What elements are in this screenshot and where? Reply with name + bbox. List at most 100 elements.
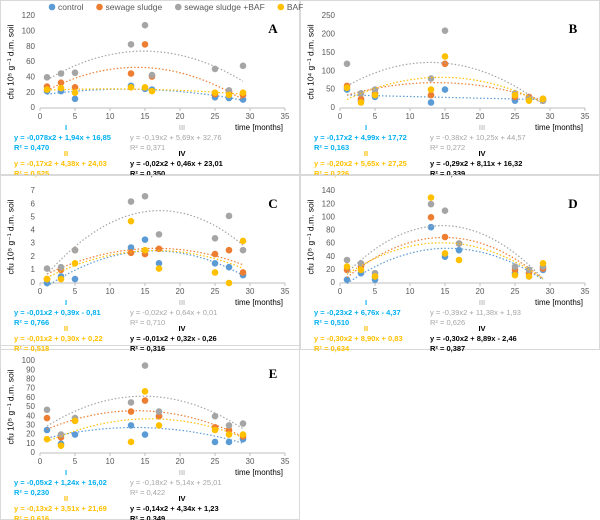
data-point [511,91,519,99]
x-tick-label: 30 [246,287,255,296]
trend-line [46,66,244,101]
x-tick-label: 25 [211,287,220,296]
data-point [71,95,79,103]
x-tick-label: 5 [373,112,378,121]
y-tick-label: 150 [322,48,336,57]
data-point [141,236,149,243]
y-tick-label: 200 [322,30,336,39]
data-point [343,263,351,270]
trend-r2: R² = 0,422 [130,488,165,497]
y-tick-label: 20 [326,265,335,274]
trend-label: IV [178,324,185,333]
data-point [127,84,135,91]
y-axis-label: cfu 10⁵ g⁻¹ d.m. soil [5,369,15,444]
trend-equation: y = -0,19x2 + 5,69x + 32,76 [130,133,222,142]
y-axis-label: cfu 10⁵ g⁻¹ d.m. soil [305,199,315,274]
panel-border [0,175,300,350]
data-point [71,84,79,91]
data-point [225,438,233,446]
trend-r2: R² = 0,349 [130,514,165,520]
y-tick-label: 70 [26,384,35,393]
data-point [357,259,365,267]
x-tick-label: 25 [511,287,520,296]
data-point [57,70,65,77]
trend-label: I [65,468,67,477]
panel: 0 1 2 3 4 5 6 7 0 5 10 15 20 25 30 35 cfu 10⁵ g⁻¹ d.m. s… [0,175,300,353]
y-tick-label: 120 [22,11,36,20]
data-point [148,71,156,79]
y-tick-label: 30 [26,421,35,430]
trend-label: III [479,123,485,132]
x-tick-label: 10 [406,112,415,121]
trend-label: II [364,149,368,158]
y-tick-label: 7 [31,186,36,195]
y-tick-label: 3 [31,239,36,248]
data-point [127,408,135,415]
y-tick-label: 250 [322,11,336,20]
trend-label: I [365,123,367,132]
y-tick-label: 4 [31,226,36,235]
data-point [127,70,135,77]
trend-equation: y = -0,17x2 + 4,99x + 17,72 [314,133,407,142]
y-tick-label: 1 [31,265,36,274]
y-tick-label: 0 [31,103,36,112]
x-tick-label: 15 [141,112,150,121]
y-tick-label: 40 [326,252,335,261]
trend-line [346,61,544,106]
trend-equation: y = -0,01x2 + 0,30x + 0,22 [14,334,103,343]
data-point [127,399,135,406]
x-tick-label: 20 [476,112,485,121]
panel: 0 20 40 60 80 100 120 140 0 5 10 15 20 25 30 35 cfu 10⁵ … [300,175,600,353]
data-point [441,250,449,257]
trend-label: III [479,298,485,307]
x-tick-label: 30 [546,287,555,296]
trend-label: II [64,324,68,333]
data-point [239,431,247,438]
trend-r2: R² = 0,339 [430,169,465,178]
trend-label: IV [478,149,485,158]
data-point [141,41,149,48]
y-axis-label: cfu 10⁴ g⁻¹ d.m. soil [305,24,315,99]
x-tick-label: 15 [141,457,150,466]
trend-equation: y = -0,39x2 + 11,38x + 1,93 [430,308,521,317]
x-axis-label: time [months] [235,123,283,132]
data-point [211,259,219,267]
data-point [211,438,219,446]
y-tick-label: 2 [31,252,36,261]
trend-r2: R² = 0,272 [430,143,465,152]
trend-label: III [179,298,185,307]
x-tick-label: 30 [246,112,255,121]
trend-equation: y = -0,02x2 + 0,64x + 0,01 [130,308,217,317]
x-tick-label: 35 [581,287,590,296]
data-point [239,246,247,254]
data-point [43,275,51,283]
data-point [427,223,435,231]
data-point [225,431,233,438]
data-point [57,431,65,438]
legend-marker [48,3,56,11]
trend-label: III [179,123,185,132]
data-point [211,65,219,73]
trend-r2: R² = 0,766 [14,318,49,327]
data-point [371,91,379,99]
data-point [141,192,149,200]
trend-line [46,50,244,82]
panel: 0 50 100 150 200 250 0 5 10 15 20 25 30 35 cfu 10⁴ g⁻¹… [300,0,600,178]
data-point [141,362,149,369]
data-point [127,422,135,429]
trend-label: IV [178,494,185,503]
data-point [511,263,519,270]
data-point [57,275,65,283]
trend-line [346,242,544,280]
y-tick-label: 50 [26,402,35,411]
y-tick-label: 0 [31,448,36,457]
data-point [57,263,65,271]
trend-r2: R² = 0,634 [314,344,350,353]
data-point [127,198,135,205]
data-point [155,265,163,272]
trend-line [346,76,544,104]
data-point [427,91,435,99]
x-tick-label: 20 [176,112,185,121]
data-point [155,231,163,238]
data-point [148,87,156,95]
